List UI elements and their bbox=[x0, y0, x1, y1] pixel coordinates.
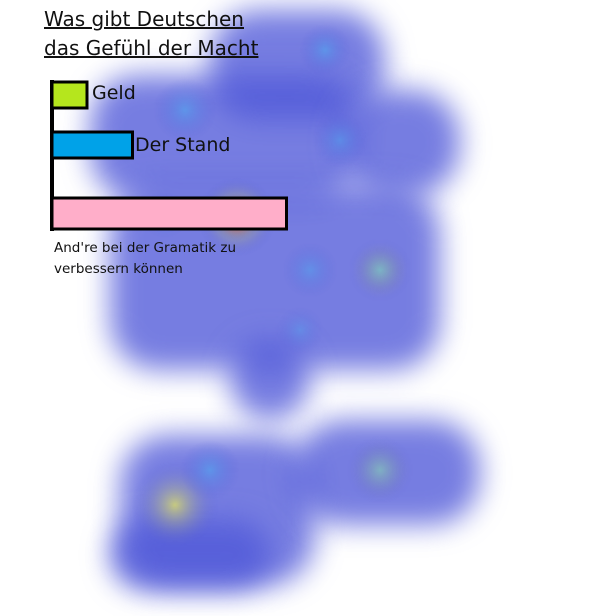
bar-der-stand bbox=[50, 130, 134, 160]
chart-title-line-1: Was gibt Deutschen bbox=[44, 7, 244, 31]
bar-label-gramatik: And're bei der Gramatik zu verbessern kö… bbox=[54, 240, 237, 277]
bar-gramatik bbox=[50, 196, 288, 231]
bar-geld bbox=[50, 80, 89, 110]
bar-label-der-stand: Der Stand bbox=[135, 134, 231, 156]
bar-label-geld: Geld bbox=[92, 82, 136, 104]
chart-title-line-2: das Gefühl der Macht bbox=[44, 36, 259, 60]
